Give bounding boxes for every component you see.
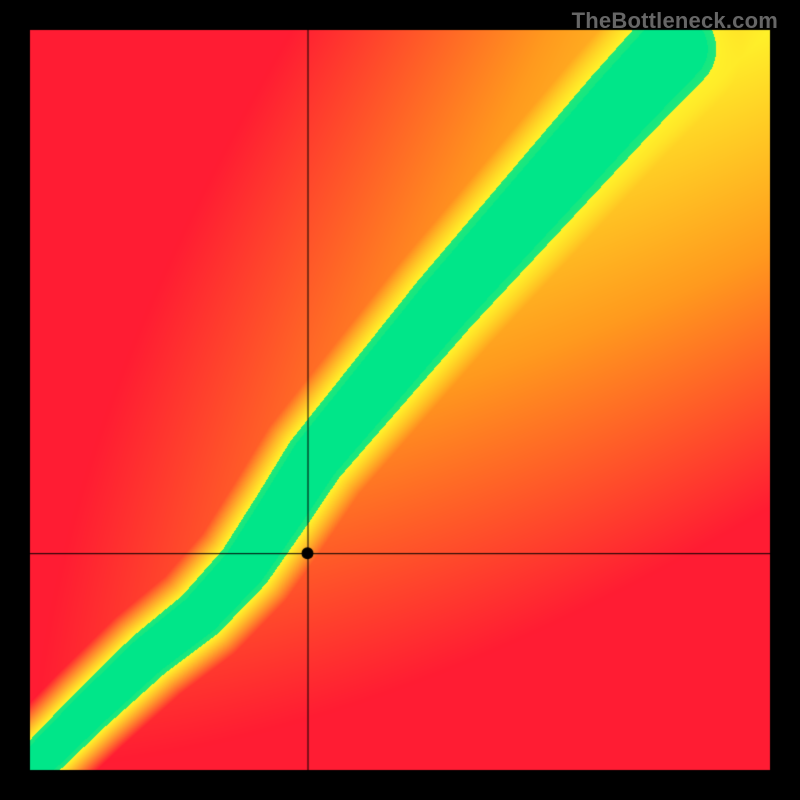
bottleneck-heatmap — [0, 0, 800, 800]
watermark-text: TheBottleneck.com — [572, 8, 778, 34]
